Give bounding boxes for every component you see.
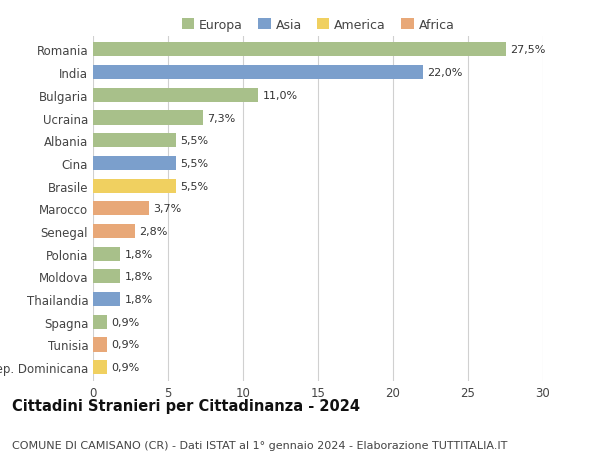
Text: COMUNE DI CAMISANO (CR) - Dati ISTAT al 1° gennaio 2024 - Elaborazione TUTTITALI: COMUNE DI CAMISANO (CR) - Dati ISTAT al … <box>12 440 508 450</box>
Bar <box>93 89 258 103</box>
Bar <box>93 157 176 171</box>
Text: 0,9%: 0,9% <box>111 363 139 372</box>
Bar <box>93 292 120 307</box>
Text: 1,8%: 1,8% <box>125 294 153 304</box>
Text: 7,3%: 7,3% <box>207 113 235 123</box>
Bar <box>93 66 423 80</box>
Bar <box>93 111 203 125</box>
Text: 0,9%: 0,9% <box>111 317 139 327</box>
Bar <box>93 270 120 284</box>
Text: 3,7%: 3,7% <box>153 204 181 214</box>
Bar <box>93 134 176 148</box>
Bar <box>93 202 149 216</box>
Text: 1,8%: 1,8% <box>125 272 153 282</box>
Text: 5,5%: 5,5% <box>180 158 208 168</box>
Bar <box>93 360 107 375</box>
Text: 27,5%: 27,5% <box>510 45 545 55</box>
Text: 5,5%: 5,5% <box>180 181 208 191</box>
Bar <box>93 224 135 239</box>
Bar <box>93 315 107 329</box>
Bar <box>93 179 176 193</box>
Legend: Europa, Asia, America, Africa: Europa, Asia, America, Africa <box>176 14 460 37</box>
Text: 2,8%: 2,8% <box>139 226 168 236</box>
Bar <box>93 338 107 352</box>
Text: Cittadini Stranieri per Cittadinanza - 2024: Cittadini Stranieri per Cittadinanza - 2… <box>12 398 360 413</box>
Text: 11,0%: 11,0% <box>263 90 298 101</box>
Text: 5,5%: 5,5% <box>180 136 208 146</box>
Bar <box>93 43 505 57</box>
Text: 22,0%: 22,0% <box>427 68 463 78</box>
Bar <box>93 247 120 261</box>
Text: 0,9%: 0,9% <box>111 340 139 350</box>
Text: 1,8%: 1,8% <box>125 249 153 259</box>
